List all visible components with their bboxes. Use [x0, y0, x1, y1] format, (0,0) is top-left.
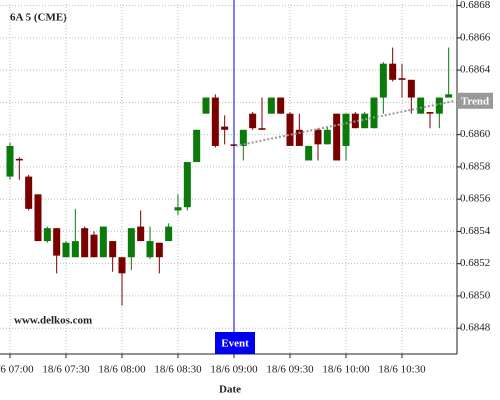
candle-body: [43, 228, 51, 242]
trend-label: Trend: [461, 95, 489, 107]
candle-body: [351, 113, 359, 129]
candle-body: [109, 241, 117, 258]
candle-body: [165, 226, 173, 242]
y-tick-label: 0.6850: [460, 289, 491, 301]
candle-body: [267, 97, 275, 114]
y-tick-label: 0.6854: [460, 225, 491, 237]
candle-body: [249, 113, 257, 129]
candle-body: [174, 207, 182, 211]
y-tick-label: 0.6868: [460, 0, 491, 11]
x-tick-label: 18/6 07:30: [42, 364, 90, 376]
candle-body: [62, 242, 70, 258]
candle-body: [361, 113, 369, 129]
y-tick-label: 0.6856: [460, 193, 491, 205]
trend-line: [235, 99, 456, 147]
candle-body: [333, 113, 341, 161]
candle-body: [25, 176, 33, 209]
candle-body: [146, 241, 154, 258]
event-label-box: [215, 332, 255, 354]
candle-body: [193, 129, 201, 163]
candle-body: [221, 126, 229, 130]
candle-body: [342, 113, 350, 146]
candle-body: [155, 242, 163, 258]
candle-body: [305, 145, 313, 161]
candle-body: [295, 129, 303, 146]
candle-body: [71, 241, 79, 258]
candle-body: [314, 129, 322, 145]
candle-body: [6, 145, 14, 177]
x-tick-label: 18/6 10:00: [322, 364, 370, 376]
candle-body: [127, 228, 135, 258]
candle-body: [81, 228, 89, 258]
y-tick-label: 0.6852: [460, 257, 490, 269]
x-tick-label: 18/6 10:30: [378, 364, 426, 376]
candle-body: [15, 158, 23, 161]
x-tick-label: 18/6 08:00: [98, 364, 146, 376]
candle-body: [407, 79, 415, 98]
watermark: www.delkos.com: [14, 315, 92, 327]
y-tick-label: 0.6860: [460, 128, 491, 140]
candle-body: [370, 97, 378, 129]
candle-body: [258, 128, 266, 130]
chart-title: 6A 5 (CME): [10, 12, 67, 24]
candle-body: [118, 257, 126, 274]
candle-body: [34, 194, 42, 242]
grid: [0, 4, 457, 354]
candle-body: [435, 97, 443, 114]
candle-body: [183, 162, 191, 208]
candle-body: [277, 97, 285, 114]
y-tick-label: 0.6848: [460, 322, 491, 334]
candle-body: [99, 226, 107, 258]
candle-body: [389, 63, 397, 80]
y-tick-label: 0.6864: [460, 64, 491, 76]
x-axis-title: Date: [219, 384, 241, 396]
candle-body: [445, 94, 453, 98]
candle-body: [230, 144, 238, 146]
candle-body: [202, 97, 210, 114]
x-tick-label: 18/6 09:00: [210, 364, 258, 376]
x-tick-label: 18/6 09:30: [266, 364, 314, 376]
candle-body: [398, 78, 406, 80]
candle-body: [323, 129, 331, 145]
candle-body: [211, 97, 219, 146]
y-tick-label: 0.6866: [460, 31, 491, 43]
x-tick-label: 18/6 07:00: [0, 364, 34, 376]
candle-body: [239, 129, 247, 146]
trend-label-box: [457, 92, 493, 109]
candle-body: [379, 63, 387, 98]
candle-body: [53, 228, 61, 256]
candle-body: [137, 226, 145, 242]
candle-body: [286, 113, 294, 146]
candle-body: [417, 97, 425, 114]
x-tick-label: 18/6 08:30: [154, 364, 202, 376]
event-label: Event: [221, 338, 249, 350]
y-tick-label: 0.6858: [460, 160, 491, 172]
candle-body: [426, 112, 434, 114]
candle-body: [90, 234, 98, 258]
